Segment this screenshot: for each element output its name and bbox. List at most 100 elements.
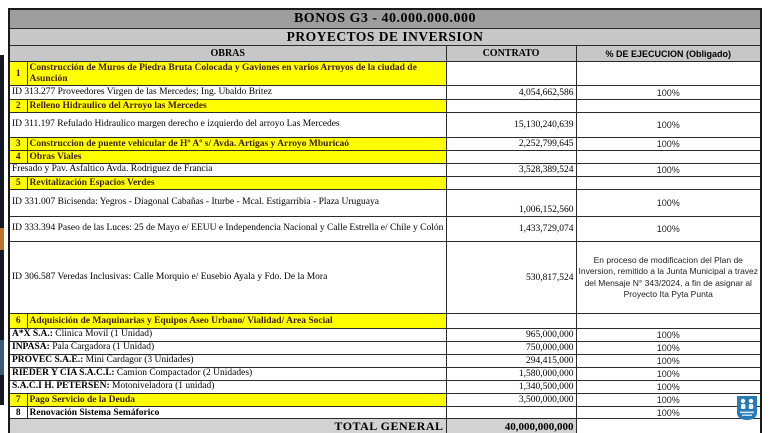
obras-cell: S.A.C.I H. PETERSEN: Motoniveladora (1 u… — [8, 380, 447, 394]
section-title: Construccion de puente vehicular de Hº A… — [26, 137, 447, 151]
ejecucion-cell: En proceso de modificacion del Plan de I… — [575, 241, 762, 314]
section-row: 1 Construcción de Muros de Piedra Bruta … — [8, 61, 762, 86]
section-row: 2 Relleno Hidraulico del Arroyo las Merc… — [8, 99, 762, 113]
vendor-item: Clinica Movil (1 Unidad) — [52, 329, 153, 340]
obras-cell: INPASA: Pala Cargadora (1 Unidad) — [8, 341, 447, 355]
ejecucion-cell — [575, 99, 762, 113]
contrato-cell: 4,054,662,586 — [445, 85, 577, 100]
contrato-cell: 3,500,000,000 — [445, 393, 577, 407]
column-header-ejecucion: % DE EJECUCION (Obligado) — [575, 45, 762, 62]
column-header-contrato: CONTRATO — [445, 45, 577, 62]
ejecucion-cell: 100% — [575, 189, 762, 217]
ejecucion-cell: 100% — [575, 163, 762, 177]
left-edge-orange-segment — [0, 228, 4, 250]
ejecucion-cell — [575, 176, 762, 190]
section-title: Relleno Hidraulico del Arroyo las Merced… — [26, 99, 447, 113]
vendor-name: RIEDER Y CIA S.A.C.I.: — [12, 368, 115, 379]
section-title: Pago Servicio de la Deuda — [26, 393, 447, 407]
obras-cell: RIEDER Y CIA S.A.C.I.: Camion Compactado… — [8, 367, 447, 381]
row-number: 4 — [8, 150, 28, 164]
row-number: 8 — [8, 406, 28, 419]
detail-row: ID 311.197 Refulado Hidraulico margen de… — [8, 112, 762, 138]
contrato-cell — [445, 150, 577, 164]
section-title: Revitalización Espacios Verdes — [26, 176, 447, 190]
obras-cell: ID 331.007 Bicisenda: Yegros - Diagonal … — [8, 189, 447, 217]
contrato-cell: 15,130,240,639 — [445, 112, 577, 138]
ejecucion-cell: 100% — [575, 328, 762, 342]
ejecucion-cell: 100% — [575, 137, 762, 151]
table-title-row: BONOS G3 - 40.000.000.000 — [8, 8, 762, 29]
obras-cell: Fresado y Pav. Asfaltico Avda. Rodriguez… — [8, 163, 447, 177]
vendor-name: S.A.C.I H. PETERSEN: — [12, 381, 110, 392]
section-row: 3 Construccion de puente vehicular de Hº… — [8, 137, 762, 151]
contrato-cell: 2,252,799,645 — [445, 137, 577, 151]
ejecucion-cell: 100% — [575, 216, 762, 242]
detail-row: INPASA: Pala Cargadora (1 Unidad) 750,00… — [8, 341, 762, 355]
ejecucion-cell — [575, 61, 762, 86]
total-value: 40,000,000,000 — [445, 418, 577, 433]
row-number: 3 — [8, 137, 28, 151]
contrato-cell: 965,000,000 — [445, 328, 577, 342]
contrato-cell — [445, 61, 577, 86]
obras-cell: ID 313.277 Proveedores Virgen de las Mer… — [8, 85, 447, 100]
ejecucion-cell — [575, 150, 762, 164]
detail-row: ID 331.007 Bicisenda: Yegros - Diagonal … — [8, 189, 762, 217]
vendor-item: Pala Cargadora (1 Unidad) — [49, 342, 155, 353]
contrato-cell — [445, 99, 577, 113]
contrato-cell: 1,580,000,000 — [445, 367, 577, 381]
ejecucion-cell — [575, 313, 762, 329]
table-subtitle: PROYECTOS DE INVERSION — [8, 28, 762, 46]
ejecucion-cell: 100% — [575, 380, 762, 394]
total-empty-cell — [575, 418, 762, 433]
row-number: 7 — [8, 393, 28, 407]
row-number: 5 — [8, 176, 28, 190]
row-number: 1 — [8, 61, 28, 86]
section-title: Construcción de Muros de Piedra Bruta Co… — [26, 61, 447, 86]
municipal-watermark-icon — [737, 396, 757, 420]
contrato-cell — [445, 176, 577, 190]
section-title: Renovación Sistema Semáforico — [26, 406, 447, 419]
detail-row: PROVEC S.A.E.: Mini Cardagor (3 Unidades… — [8, 354, 762, 368]
detail-row: S.A.C.I H. PETERSEN: Motoniveladora (1 u… — [8, 380, 762, 394]
detail-row: ID 313.277 Proveedores Virgen de las Mer… — [8, 85, 762, 100]
contrato-cell: 294,415,000 — [445, 354, 577, 368]
contrato-cell: 3,528,389,524 — [445, 163, 577, 177]
column-header-obras: OBRAS — [8, 45, 447, 62]
ejecucion-cell: 100% — [575, 85, 762, 100]
obras-cell: PROVEC S.A.E.: Mini Cardagor (3 Unidades… — [8, 354, 447, 368]
row-number: 2 — [8, 99, 28, 113]
section-row: 5 Revitalización Espacios Verdes — [8, 176, 762, 190]
vendor-name: PROVEC S.A.E.: — [12, 355, 84, 366]
row-number: 6 — [8, 313, 28, 329]
table-title: BONOS G3 - 40.000.000.000 — [8, 8, 762, 29]
obras-cell: ID 311.197 Refulado Hidraulico margen de… — [8, 112, 447, 138]
section-row: 4 Obras Viales — [8, 150, 762, 164]
ejecucion-cell: 100% — [575, 341, 762, 355]
section-title: Adquisición de Maquinarias y Equipos Ase… — [26, 313, 447, 329]
detail-row: Fresado y Pav. Asfaltico Avda. Rodriguez… — [8, 163, 762, 177]
total-row: TOTAL GENERAL 40,000,000,000 — [8, 418, 762, 433]
total-label: TOTAL GENERAL — [8, 418, 447, 433]
vendor-item: Camion Compactador (2 Unidades) — [114, 368, 253, 379]
section-row: 6 Adquisición de Maquinarias y Equipos A… — [8, 313, 762, 329]
section-title: Obras Viales — [26, 150, 447, 164]
vendor-name: INPASA: — [12, 342, 50, 353]
section-row: 7 Pago Servicio de la Deuda 3,500,000,00… — [8, 393, 762, 407]
detail-row: ID 306.587 Veredas Inclusivas: Calle Mor… — [8, 241, 762, 314]
vendor-name: A*X S.A.: — [12, 329, 53, 340]
table-subtitle-row: PROYECTOS DE INVERSION — [8, 28, 762, 46]
detail-row: RIEDER Y CIA S.A.C.I.: Camion Compactado… — [8, 367, 762, 381]
contrato-cell: 1,006,152,560 — [445, 189, 577, 217]
vendor-item: Mini Cardagor (3 Unidades) — [83, 355, 194, 366]
contrato-cell — [445, 313, 577, 329]
ejecucion-cell: 100% — [575, 406, 762, 419]
vendor-item: Motoniveladora (1 unidad) — [109, 381, 215, 392]
contrato-cell — [445, 406, 577, 419]
contrato-cell: 530,817,524 — [445, 241, 577, 314]
ejecucion-cell: 100% — [575, 112, 762, 138]
ejecucion-cell: 100% — [575, 393, 762, 407]
column-header-row: OBRAS CONTRATO % DE EJECUCION (Obligado) — [8, 45, 762, 62]
detail-row: A*X S.A.: Clinica Movil (1 Unidad) 965,0… — [8, 328, 762, 342]
obras-cell: A*X S.A.: Clinica Movil (1 Unidad) — [8, 328, 447, 342]
